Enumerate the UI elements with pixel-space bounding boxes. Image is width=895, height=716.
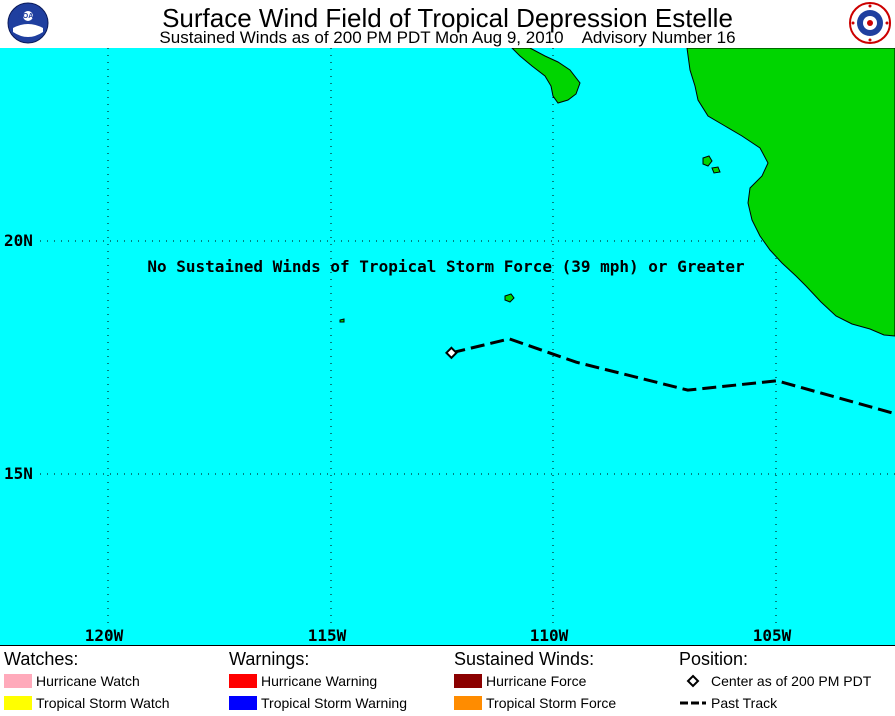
islas-marias [702,155,721,174]
sustained-winds-heading: Sustained Winds: [454,649,595,669]
legend-tropical-storm-watch: Tropical Storm Watch [4,694,170,712]
lat-label-15n: 15N [4,464,33,483]
lat-label-20n: 20N [4,231,33,250]
tropical-storm-warning-label: Tropical Storm Warning [261,695,408,711]
legend-tropical-storm-warning: Tropical Storm Warning [229,694,407,712]
legend-panel: Watches: Hurricane Watch Tropical Storm … [0,645,895,716]
map-area: 20N 15N 120W 115W 110W 105W No Sustained… [0,48,895,645]
legend-storm-center: Center as of 200 PM PDT [679,672,871,690]
legend-hurricane-force: Hurricane Force [454,672,586,690]
legend-tropical-storm-force: Tropical Storm Force [454,694,616,712]
hurricane-warning-swatch [229,674,257,688]
past-track-label: Past Track [711,695,778,711]
legend-past-track: Past Track [679,694,777,712]
tropical-storm-force-swatch [454,696,482,710]
latitude-labels: 20N 15N [4,231,33,483]
mainland-mexico [686,48,895,337]
map-canvas: 20N 15N 120W 115W 110W 105W No Sustained… [4,48,895,645]
position-heading: Position: [679,649,749,669]
subtitle-timestamp: Sustained Winds as of 200 PM PDT Mon Aug… [159,28,564,47]
socorro-island [504,293,515,303]
svg-text:NOAA: NOAA [18,13,39,20]
grid-lines [40,48,895,628]
hurricane-force-swatch [454,674,482,688]
legend-hurricane-warning: Hurricane Warning [229,672,377,690]
hurricane-watch-label: Hurricane Watch [36,673,140,689]
dashed-line-icon [679,696,707,710]
warnings-heading: Warnings: [229,649,310,669]
hurricane-watch-swatch [4,674,32,688]
nws-logo-icon [849,2,891,44]
lon-label-110w: 110W [530,626,569,645]
hurricane-warning-label: Hurricane Warning [261,673,378,689]
no-tropical-storm-winds-notice: No Sustained Winds of Tropical Storm For… [147,257,744,276]
storm-center-label: Center as of 200 PM PDT [711,673,872,689]
clarion-island [339,318,345,323]
tropical-storm-force-label: Tropical Storm Force [486,695,617,711]
longitude-labels: 120W 115W 110W 105W [85,626,792,645]
map-subtitle: Sustained Winds as of 200 PM PDT Mon Aug… [0,28,895,48]
lon-label-120w: 120W [85,626,124,645]
tropical-storm-watch-swatch [4,696,32,710]
legend-hurricane-watch: Hurricane Watch [4,672,140,690]
storm-center-marker [445,346,458,360]
noaa-logo-icon: NOAA [7,2,49,44]
tropical-storm-warning-swatch [229,696,257,710]
map-title: Surface Wind Field of Tropical Depressio… [162,3,733,33]
land-masses [339,48,895,337]
watches-heading: Watches: [4,649,79,669]
tropical-storm-watch-label: Tropical Storm Watch [36,695,170,711]
lon-label-115w: 115W [308,626,347,645]
subtitle-advisory: Advisory Number 16 [581,28,736,47]
past-track-line [451,337,895,416]
hurricane-force-label: Hurricane Force [486,673,587,689]
baja-california-tip [511,48,581,104]
lon-label-105w: 105W [753,626,792,645]
diamond-icon [679,674,707,688]
